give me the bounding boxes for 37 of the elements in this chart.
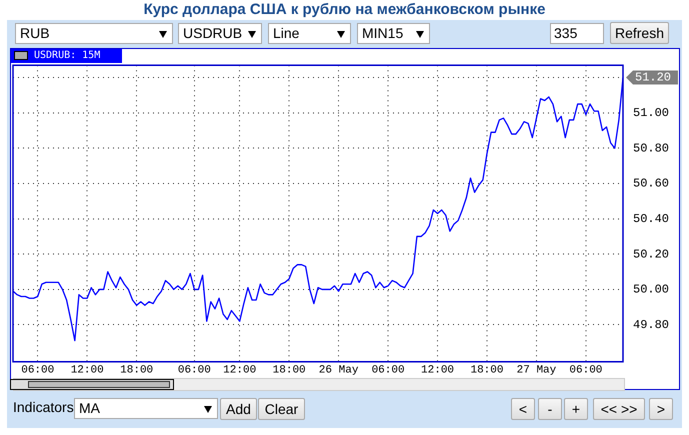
dropdown: USDRUB xyxy=(178,23,262,44)
x-tick-label: 12:00 xyxy=(223,364,256,376)
x-tick-label: 06:00 xyxy=(569,364,602,376)
button: << >> xyxy=(593,398,645,420)
x-tick-label: 06:00 xyxy=(178,364,211,376)
button: Refresh xyxy=(610,22,669,44)
button: + xyxy=(564,398,588,420)
tab-header: USDRUB: 15M xyxy=(11,49,122,63)
button: Add xyxy=(220,398,257,420)
y-tick-label: 49.80 xyxy=(632,318,670,332)
x-tick-label: 12:00 xyxy=(70,364,104,376)
x-tick-label: 06:00 xyxy=(372,364,405,376)
button: < xyxy=(511,398,535,420)
x-tick-label: 18:00 xyxy=(120,364,154,376)
x-tick-label: 06:00 xyxy=(21,364,54,376)
x-tick-label: 26 May xyxy=(318,364,359,376)
x-tick-label: 27 May xyxy=(516,364,557,376)
text-field: 335 xyxy=(550,23,604,44)
y-tick-label: 50.60 xyxy=(632,176,670,191)
dropdown: MA xyxy=(74,398,218,419)
y-tick-label: 50.80 xyxy=(632,141,670,156)
x-tick-label: 12:00 xyxy=(421,364,454,376)
button: - xyxy=(538,398,562,420)
button: Clear xyxy=(258,398,305,420)
y-tick-label: 51.00 xyxy=(632,106,670,120)
chart-title: Курс доллара США к рублю на межбанковском рынке xyxy=(142,1,546,18)
dropdown: Line xyxy=(268,23,351,44)
dropdown: MIN15 xyxy=(357,23,430,44)
x-tick-label: 18:00 xyxy=(272,364,306,376)
y-tick-label: 50.40 xyxy=(632,212,670,226)
button: > xyxy=(649,398,673,420)
text: 51.20 xyxy=(634,70,672,85)
y-tick-label: 50.00 xyxy=(632,282,670,297)
dropdown: RUB xyxy=(15,23,173,44)
x-tick-label: 18:00 xyxy=(470,364,504,376)
label: Indicators xyxy=(13,398,73,417)
y-tick-label: 50.20 xyxy=(632,247,670,262)
